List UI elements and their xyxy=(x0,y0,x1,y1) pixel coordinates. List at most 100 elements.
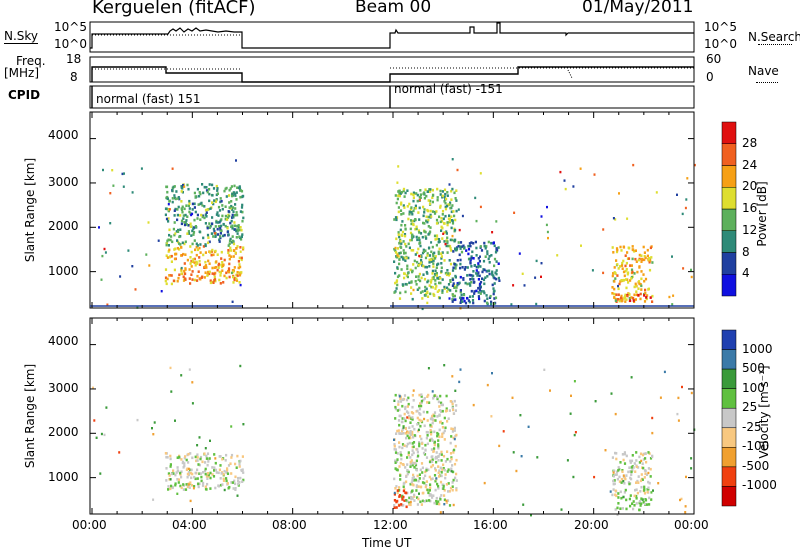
power-echo-cell xyxy=(174,252,177,256)
velocity-echo-cell xyxy=(222,477,225,481)
power-colorbar-cell xyxy=(721,165,737,188)
colorbars xyxy=(721,121,737,507)
power-echo-cell xyxy=(441,190,444,193)
velocity-scatter-cell xyxy=(630,376,633,379)
velocity-echo-cell xyxy=(396,452,399,455)
velocity-echo-cell xyxy=(232,487,235,490)
velocity-echo-cell xyxy=(643,487,646,491)
power-echo-cell xyxy=(451,298,454,301)
velocity-echo-cell xyxy=(426,410,429,414)
power-echo-cell xyxy=(188,199,191,203)
power-echo-cell xyxy=(220,250,223,254)
velocity-echo-cell xyxy=(421,442,424,445)
power-echo-cell xyxy=(488,261,491,264)
power-echo-cell xyxy=(458,253,461,257)
velocity-scatter-cell xyxy=(191,381,194,384)
power-echo-cell xyxy=(424,265,427,269)
velocity-y-tick-1000: 1000 xyxy=(48,470,79,484)
velocity-scatter-cell xyxy=(520,455,523,458)
velocity-echo-cell xyxy=(411,479,414,482)
velocity-echo-cell xyxy=(237,476,240,480)
velocity-echo-cell xyxy=(451,464,454,467)
power-echo-cell xyxy=(406,267,409,271)
power-scatter-cell xyxy=(534,276,537,279)
power-echo-cell xyxy=(441,278,444,281)
power-echo-cell xyxy=(446,269,449,272)
power-echo-cell xyxy=(209,251,212,254)
power-echo-cell xyxy=(238,273,242,277)
velocity-echo-cell xyxy=(413,493,416,497)
power-scatter-cell xyxy=(684,206,687,210)
velocity-echo-cell xyxy=(209,476,212,480)
power-echo-cell xyxy=(423,222,426,225)
power-echo-cell xyxy=(477,286,480,290)
power-echo-cell xyxy=(622,270,626,274)
velocity-echo-cell xyxy=(632,500,635,503)
velocity-echo-cell xyxy=(239,459,242,463)
power-echo-cell xyxy=(453,294,456,298)
power-echo-cell xyxy=(178,273,181,277)
velocity-echo-cell xyxy=(409,430,412,433)
power-echo-cell xyxy=(445,197,448,201)
x-axis-title: Time UT xyxy=(362,536,412,550)
power-echo-cell xyxy=(206,208,209,211)
velocity-echo-cell xyxy=(177,469,180,473)
velocity-echo-cell xyxy=(638,508,641,512)
power-echo-cell xyxy=(640,284,643,288)
velocity-echo-cell xyxy=(199,455,203,459)
velocity-echo-cell xyxy=(439,498,442,501)
power-echo-cell xyxy=(393,247,396,251)
power-echo-cell xyxy=(643,294,646,297)
velocity-y-tick-3000: 3000 xyxy=(48,381,79,395)
velocity-echo-cell xyxy=(446,450,449,453)
power-echo-cell xyxy=(446,194,449,197)
velocity-colorbar-cell xyxy=(721,466,737,487)
power-echo-cell xyxy=(233,213,237,217)
velocity-echo-cell xyxy=(188,486,191,489)
power-echo-cell xyxy=(184,253,187,256)
velocity-echo-cell xyxy=(636,479,639,483)
velocity-echo-cell xyxy=(435,451,438,454)
power-echo-cell xyxy=(444,201,447,205)
power-echo-cell xyxy=(395,237,398,241)
power-echo-cell xyxy=(459,289,462,292)
power-echo-cell xyxy=(228,188,231,192)
power-echo-cell xyxy=(233,228,237,231)
velocity-echo-cell xyxy=(420,401,423,404)
nave-legend-dots xyxy=(756,82,778,83)
velocity-scatter-cell xyxy=(454,389,457,392)
power-echo-cell xyxy=(194,263,197,267)
power-echo-cell xyxy=(475,246,478,250)
velocity-scatter-cell xyxy=(566,459,569,462)
power-echo-cell xyxy=(431,245,434,249)
velocity-echo-cell xyxy=(411,449,414,452)
power-echo-cell xyxy=(462,297,465,300)
power-echo-cell xyxy=(232,281,235,284)
power-echo-cell xyxy=(167,217,170,220)
power-echo-cell xyxy=(215,221,218,224)
power-echo-cell xyxy=(415,235,418,239)
power-echo-cell xyxy=(628,246,631,250)
power-echo-cell xyxy=(189,245,192,248)
power-echo-cell xyxy=(414,204,417,208)
power-scatter-cell xyxy=(418,198,421,202)
power-echo-cell xyxy=(166,277,169,281)
power-echo-cell xyxy=(202,245,205,248)
velocity-echo-cell xyxy=(179,471,182,475)
power-echo-cell xyxy=(428,258,431,262)
power-echo-cell xyxy=(168,248,171,252)
power-scatter-cell xyxy=(239,283,242,287)
power-echo-cell xyxy=(399,251,402,255)
power-echo-cell xyxy=(438,289,441,292)
power-echo-cell xyxy=(451,204,454,207)
velocity-echo-cell xyxy=(409,503,412,507)
power-echo-cell xyxy=(231,208,234,211)
velocity-echo-cell xyxy=(645,503,649,506)
power-echo-cell xyxy=(405,256,408,260)
nsky-label: N.Sky xyxy=(4,29,39,44)
velocity-echo-cell xyxy=(429,417,432,421)
power-echo-cell xyxy=(423,230,426,233)
power-echo-cell xyxy=(189,212,192,215)
velocity-echo-cell xyxy=(630,470,633,474)
velocity-echo-cell xyxy=(429,431,432,434)
